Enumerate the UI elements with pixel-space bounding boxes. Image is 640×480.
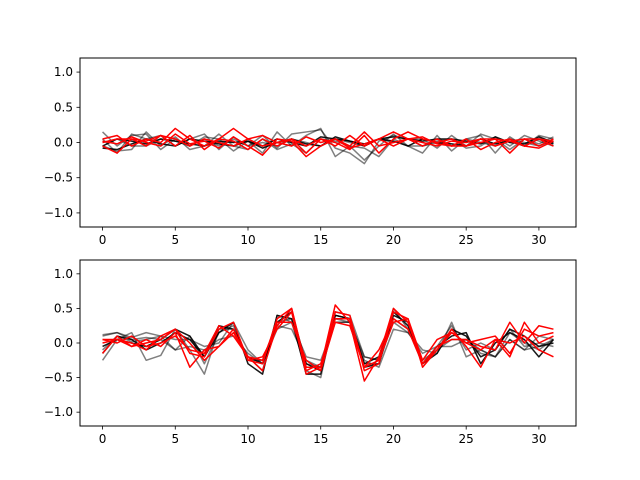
series-line-9	[102, 131, 554, 147]
x-tick-label: 5	[171, 432, 179, 446]
series-line-7	[102, 304, 554, 382]
y-tick-label: 1.0	[54, 267, 73, 281]
x-tick-label: 25	[459, 233, 474, 247]
series-line-10	[102, 133, 554, 158]
y-tick-label: −1.0	[44, 405, 73, 419]
x-tick-label: 30	[531, 432, 546, 446]
series-line-10	[102, 318, 554, 372]
x-tick-label: 25	[459, 432, 474, 446]
y-tick-label: 0.0	[54, 136, 73, 150]
series-group	[101, 304, 555, 382]
x-tick-label: 15	[313, 233, 328, 247]
y-tick-label: 0.0	[54, 336, 73, 350]
y-tick-label: −1.0	[44, 206, 73, 220]
x-tick-label: 0	[99, 432, 107, 446]
y-tick-label: 0.5	[54, 100, 73, 114]
x-tick-label: 10	[240, 432, 255, 446]
y-tick-label: −0.5	[44, 371, 73, 385]
y-tick-label: 0.5	[54, 301, 73, 315]
bottom-subplot: 0 5 10 15 20 25 30 −1.0 −0.5 0.0 0.5 1.0	[44, 259, 577, 446]
x-tick-label: 10	[240, 233, 255, 247]
y-tick-label: 1.0	[54, 65, 73, 79]
series-group	[102, 127, 554, 165]
y-tick-label: −0.5	[44, 171, 73, 185]
x-tick-label: 20	[386, 432, 401, 446]
x-tick-label: 0	[99, 233, 107, 247]
series-line-9	[102, 307, 554, 372]
x-tick-label: 30	[531, 233, 546, 247]
x-tick-label: 5	[171, 233, 179, 247]
top-subplot: 0 5 10 15 20 25 30 −1.0 −0.5 0.0 0.5 1.0	[44, 57, 577, 247]
x-tick-label: 15	[313, 432, 328, 446]
x-tick-label: 20	[386, 233, 401, 247]
